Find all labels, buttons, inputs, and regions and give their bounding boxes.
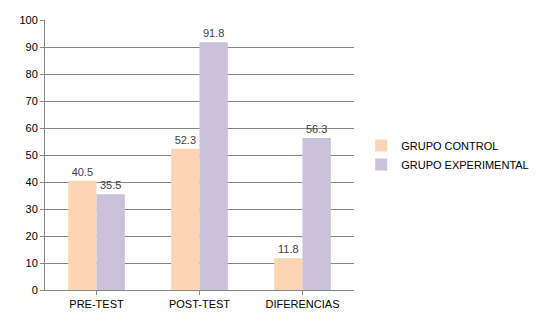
svg-text:50: 50 xyxy=(26,149,38,161)
svg-text:10: 10 xyxy=(26,257,38,269)
svg-text:30: 30 xyxy=(26,203,38,215)
svg-text:GRUPO CONTROL: GRUPO CONTROL xyxy=(401,140,498,152)
svg-text:40.5: 40.5 xyxy=(72,166,93,178)
svg-text:60: 60 xyxy=(26,122,38,134)
svg-text:52.3: 52.3 xyxy=(175,134,196,146)
svg-text:0: 0 xyxy=(32,284,38,296)
svg-text:80: 80 xyxy=(26,68,38,80)
svg-text:PRE-TEST: PRE-TEST xyxy=(69,298,124,310)
svg-text:35.5: 35.5 xyxy=(100,179,121,191)
svg-text:11.8: 11.8 xyxy=(278,243,299,255)
svg-text:100: 100 xyxy=(19,14,37,26)
svg-text:70: 70 xyxy=(26,95,38,107)
svg-text:GRUPO EXPERIMENTAL: GRUPO EXPERIMENTAL xyxy=(401,159,529,171)
svg-text:DIFERENCIAS: DIFERENCIAS xyxy=(266,298,340,310)
svg-text:56.3: 56.3 xyxy=(306,123,327,135)
svg-text:20: 20 xyxy=(26,230,38,242)
svg-text:40: 40 xyxy=(26,176,38,188)
svg-text:90: 90 xyxy=(26,41,38,53)
svg-text:91.8: 91.8 xyxy=(203,27,224,39)
svg-text:POST-TEST: POST-TEST xyxy=(169,298,230,310)
